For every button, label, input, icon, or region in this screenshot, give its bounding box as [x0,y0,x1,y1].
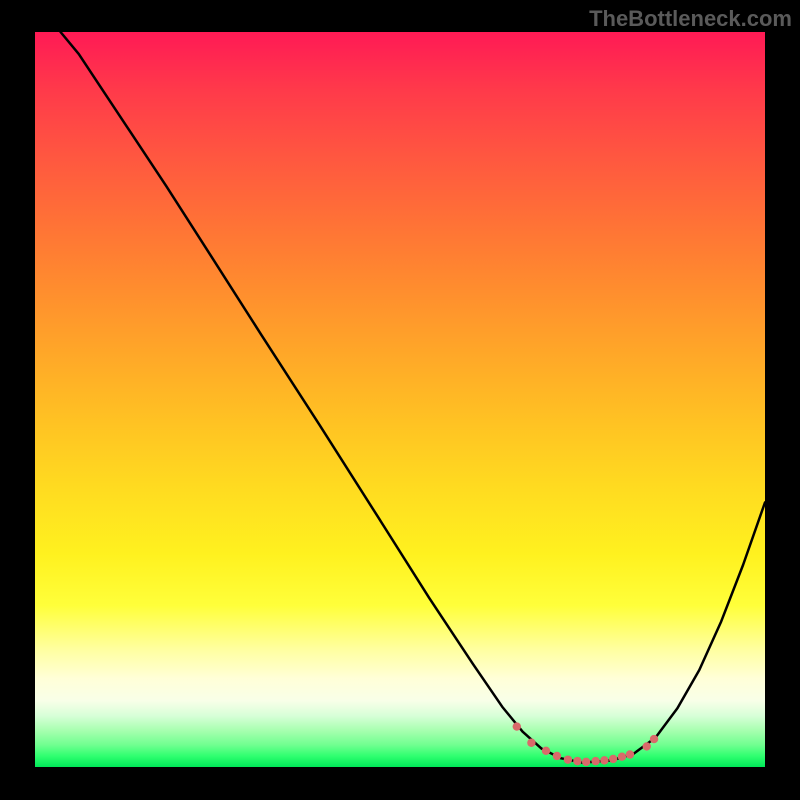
curve-marker [527,739,535,747]
curve-marker [564,755,572,763]
curve-marker [582,758,590,766]
curve-marker [591,757,599,765]
watermark-text: TheBottleneck.com [589,6,792,32]
curve-marker [513,722,521,730]
curve-marker [600,756,608,764]
curve-marker [650,735,658,743]
chart-svg [0,0,800,800]
curve-marker [626,750,634,758]
curve-marker [573,757,581,765]
bottleneck-curve [61,32,765,763]
curve-marker [643,742,651,750]
marker-group [513,722,659,766]
curve-marker [542,747,550,755]
curve-marker [609,755,617,763]
curve-marker [553,752,561,760]
curve-marker [618,753,626,761]
